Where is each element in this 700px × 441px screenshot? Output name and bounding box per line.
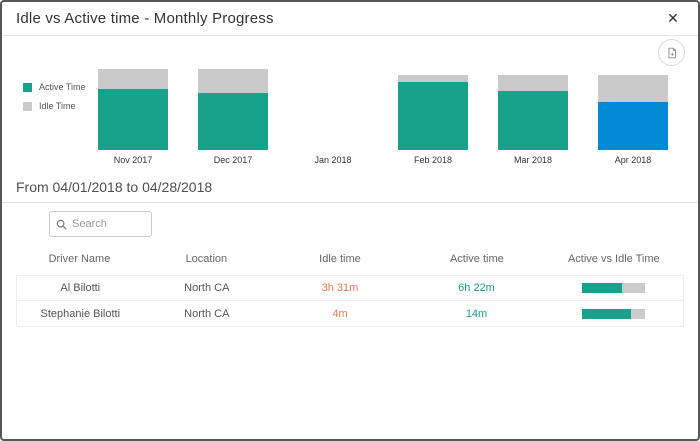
bar-slot: Jan 2018 [283,65,383,165]
active-time-cell: 14m [465,307,488,320]
bar-label: Dec 2017 [213,155,253,165]
bar-slot: Dec 2017 [183,65,283,165]
progress-fill [581,308,631,319]
drivers-table: Driver Name Location Idle time Active time A… [16,246,684,327]
chart-legend: Active Time Idle Time [23,82,86,120]
bar-nov-2017[interactable] [98,69,168,150]
search-box[interactable] [49,211,152,237]
active-segment [498,90,568,150]
legend-label: Idle Time [39,101,76,111]
column-header-location: Location [185,253,228,265]
bar-label: Jan 2018 [314,155,352,165]
table-body: Al Bilotti North CA 3h 31m 6h 22m Stephanie … [16,275,684,327]
dialog-titlebar: Idle vs Active time - Monthly Progress ✕ [2,2,698,36]
active-segment [398,81,468,150]
bar-label: Mar 2018 [513,155,553,165]
location-cell: North CA [184,307,230,320]
idle-segment [398,74,468,82]
dialog-title: Idle vs Active time - Monthly Progress [16,10,274,27]
table-row[interactable]: Al Bilotti North CA 3h 31m 6h 22m [17,276,683,301]
column-header-active-time: Active time [449,253,504,265]
monthly-chart: Active Time Idle Time Nov 2017 Dec 2017 Jan… [2,61,698,167]
bar-label: Nov 2017 [113,155,153,165]
active-segment [98,89,168,150]
idle-segment [598,74,668,103]
close-button[interactable]: ✕ [662,8,684,30]
bar-feb-2018[interactable] [398,74,468,150]
driver-name-cell: Stephanie Bilotti [40,307,121,320]
chart-bars: Nov 2017 Dec 2017 Jan 2018 Feb 2018 Mar 2018… [83,65,683,165]
active-segment-selected [598,102,668,150]
bar-label: Feb 2018 [413,155,453,165]
search-icon [56,219,67,230]
active-vs-idle-cell [543,283,683,293]
bar-dec-2017[interactable] [198,69,268,150]
idle-segment [198,69,268,94]
bar-slot: Apr 2018 [583,65,683,165]
bar-slot: Mar 2018 [483,65,583,165]
active-vs-idle-cell [543,308,683,319]
bar-apr-2018[interactable] [598,74,668,150]
idle-segment [498,74,568,91]
table-header-row: Driver Name Location Idle time Active time A… [16,246,684,272]
legend-swatch [23,101,32,111]
bar-slot: Nov 2017 [83,65,183,165]
active-vs-idle-progressbar [581,308,645,319]
idle-segment [98,69,168,90]
column-header-active-vs-idle-time: Active vs Idle Time [567,253,660,265]
export-icon [667,47,676,58]
progress-fill [581,283,622,293]
idle-time-cell: 4m [332,307,348,320]
legend-label: Active Time [39,82,86,92]
bar-label: Apr 2018 [614,155,652,165]
bar-slot: Feb 2018 [383,65,483,165]
export-button[interactable] [658,39,685,66]
idle-time-cell: 3h 31m [321,282,359,294]
search-input[interactable] [72,218,142,230]
legend-item-idle-time[interactable]: Idle Time [23,101,86,111]
active-vs-idle-progressbar [581,283,645,293]
column-header-idle-time: Idle time [319,253,361,265]
active-segment [198,93,268,150]
legend-swatch [23,82,32,92]
driver-name-cell: Al Bilotti [60,282,101,294]
column-header-driver-name: Driver Name [48,253,111,265]
table-row[interactable]: Stephanie Bilotti North CA 4m 14m [17,301,683,326]
active-time-cell: 6h 22m [458,282,495,294]
period-heading: From 04/01/2018 to 04/28/2018 [2,179,698,203]
bar-mar-2018[interactable] [498,74,568,150]
location-cell: North CA [184,282,230,294]
legend-item-active-time[interactable]: Active Time [23,82,86,92]
